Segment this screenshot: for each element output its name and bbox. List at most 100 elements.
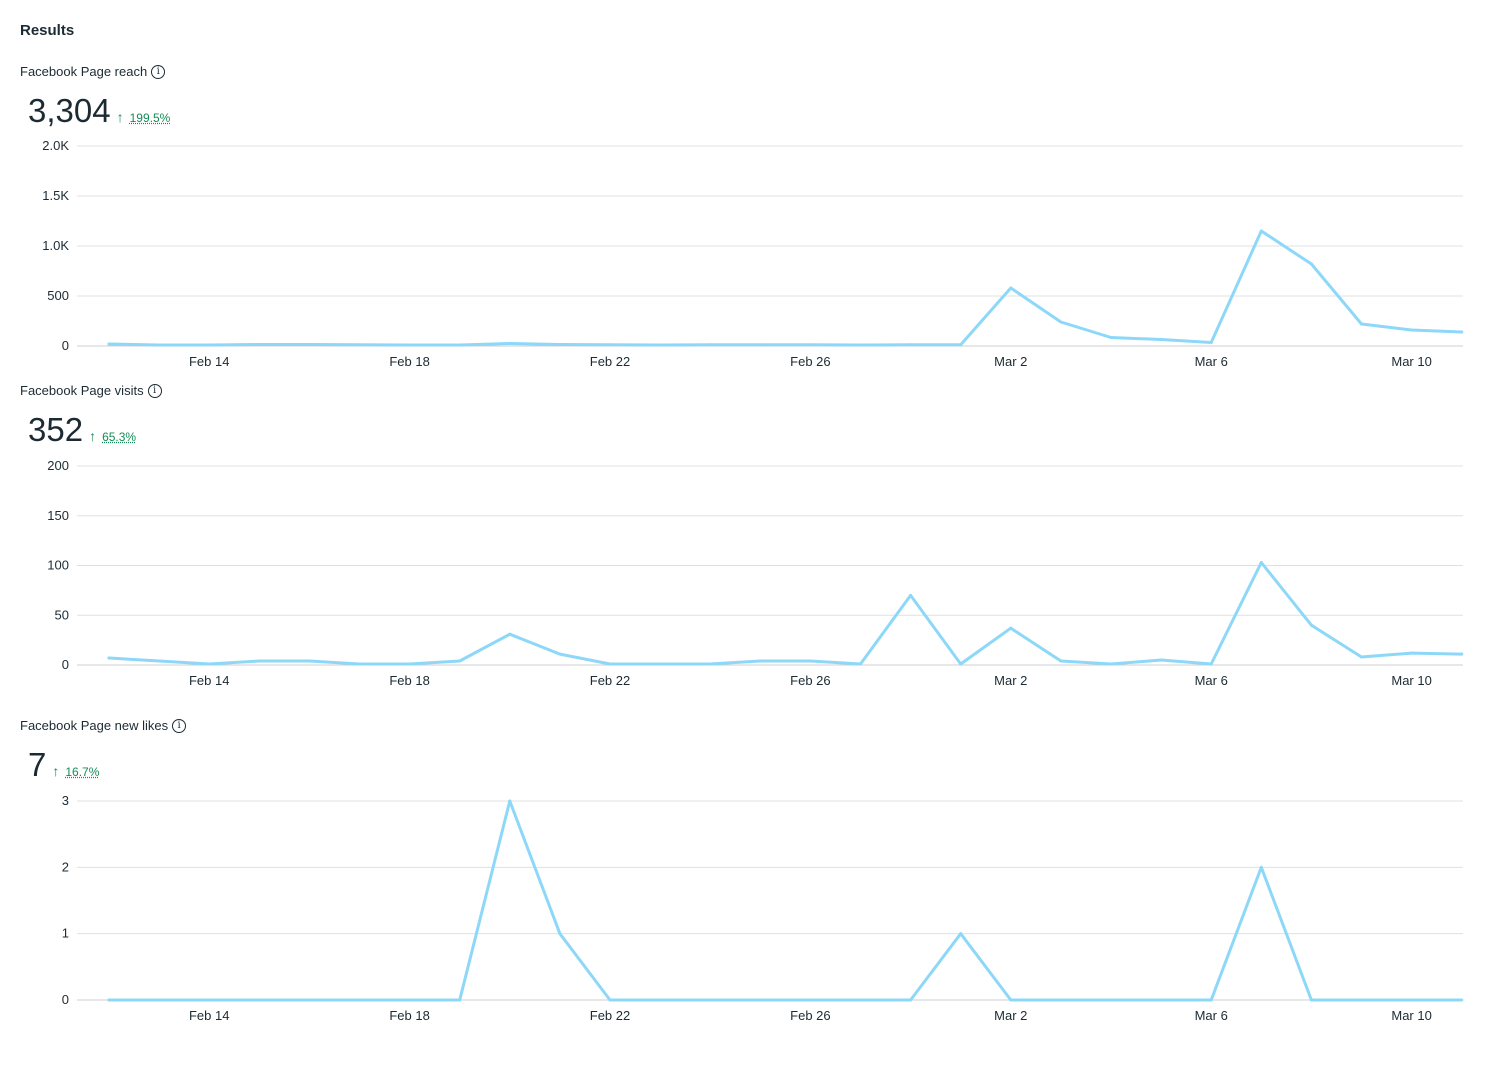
data-point bbox=[959, 662, 963, 666]
arrow-up-icon: ↑ bbox=[116, 109, 124, 125]
metric-label-visits: Facebook Page visits i bbox=[20, 383, 162, 398]
data-point bbox=[658, 343, 662, 347]
data-point bbox=[758, 998, 762, 1002]
data-point bbox=[909, 343, 913, 347]
x-tick-label: Mar 2 bbox=[994, 1008, 1027, 1023]
y-tick-label: 50 bbox=[55, 607, 69, 622]
data-point bbox=[859, 662, 862, 666]
data-point bbox=[1410, 328, 1414, 332]
data-point bbox=[1059, 659, 1063, 663]
data-point bbox=[508, 799, 512, 803]
data-point bbox=[358, 998, 361, 1002]
data-point bbox=[1159, 338, 1163, 341]
data-point bbox=[157, 998, 161, 1002]
info-icon[interactable]: i bbox=[172, 718, 187, 733]
y-tick-label: 1.5K bbox=[42, 188, 69, 203]
info-icon[interactable]: i bbox=[147, 383, 162, 398]
x-tick-label: Feb 26 bbox=[790, 354, 830, 369]
data-point bbox=[658, 998, 662, 1002]
y-tick-label: 0 bbox=[62, 657, 69, 672]
data-point bbox=[1309, 998, 1313, 1002]
data-point bbox=[808, 343, 812, 347]
info-icon[interactable]: i bbox=[151, 64, 166, 79]
x-tick-label: Feb 26 bbox=[790, 1008, 830, 1023]
data-point bbox=[1009, 286, 1013, 290]
metric-number: 352 bbox=[28, 411, 84, 448]
data-point bbox=[909, 593, 913, 597]
change-percent[interactable]: 65.3% bbox=[102, 430, 137, 444]
data-point bbox=[608, 343, 612, 347]
data-point bbox=[608, 662, 612, 666]
data-point bbox=[1109, 336, 1113, 339]
data-point bbox=[1410, 651, 1414, 655]
change-indicator: ↑ 16.7% bbox=[52, 763, 99, 779]
data-point bbox=[1460, 652, 1464, 656]
y-tick-label: 0 bbox=[62, 992, 69, 1007]
data-point bbox=[1259, 561, 1263, 565]
data-point bbox=[1159, 658, 1163, 662]
arrow-up-icon: ↑ bbox=[89, 428, 97, 444]
change-indicator: ↑ 199.5% bbox=[117, 109, 171, 125]
y-tick-label: 2 bbox=[62, 859, 69, 874]
data-point bbox=[1309, 623, 1313, 627]
data-point bbox=[1360, 322, 1363, 326]
metric-value-visits: 352 ↑ 65.3% bbox=[28, 411, 136, 449]
data-point bbox=[207, 343, 211, 347]
data-point bbox=[708, 998, 712, 1002]
data-point bbox=[207, 998, 211, 1002]
data-point bbox=[408, 998, 412, 1002]
x-tick-label: Feb 22 bbox=[590, 673, 630, 688]
data-point bbox=[558, 932, 562, 936]
change-percent[interactable]: 16.7% bbox=[65, 765, 100, 779]
data-point bbox=[1209, 341, 1213, 344]
metric-label-text: Facebook Page new likes bbox=[20, 718, 169, 733]
data-point bbox=[107, 998, 111, 1002]
data-point bbox=[808, 998, 812, 1002]
data-point bbox=[307, 998, 311, 1002]
data-point bbox=[808, 659, 812, 663]
data-point bbox=[408, 343, 412, 347]
data-point bbox=[1109, 662, 1113, 666]
data-point bbox=[207, 662, 211, 666]
data-point bbox=[1410, 998, 1414, 1002]
arrow-up-icon: ↑ bbox=[52, 763, 60, 779]
y-tick-label: 500 bbox=[47, 288, 69, 303]
y-tick-label: 150 bbox=[47, 508, 69, 523]
metric-number: 3,304 bbox=[28, 92, 111, 129]
y-tick-label: 200 bbox=[47, 458, 69, 473]
data-point bbox=[408, 662, 412, 666]
data-point bbox=[909, 998, 913, 1002]
metric-number: 7 bbox=[28, 746, 47, 783]
data-point bbox=[859, 998, 862, 1002]
x-tick-label: Mar 6 bbox=[1195, 354, 1228, 369]
data-point bbox=[608, 998, 612, 1002]
data-point bbox=[358, 662, 361, 666]
x-tick-label: Mar 6 bbox=[1195, 673, 1228, 688]
series-line bbox=[107, 561, 1464, 666]
data-point bbox=[1309, 262, 1313, 266]
x-tick-label: Mar 6 bbox=[1195, 1008, 1228, 1023]
x-tick-label: Feb 22 bbox=[590, 1008, 630, 1023]
data-point bbox=[1209, 662, 1213, 666]
data-point bbox=[1009, 626, 1013, 630]
change-indicator: ↑ 65.3% bbox=[89, 428, 136, 444]
new-likes-line-chart: 0 1 2 3 Feb 14 Feb 18 Feb 22 Feb 26 Mar 2 Mar 6 Ma… bbox=[62, 793, 1464, 1023]
x-tick-label: Mar 10 bbox=[1391, 354, 1431, 369]
data-point bbox=[959, 343, 963, 347]
y-tick-label: 1.0K bbox=[42, 238, 69, 253]
x-tick-label: Mar 10 bbox=[1391, 673, 1431, 688]
x-tick-label: Mar 2 bbox=[994, 354, 1027, 369]
data-point bbox=[1360, 655, 1363, 659]
x-tick-label: Feb 14 bbox=[189, 1008, 229, 1023]
metric-value-reach: 3,304 ↑ 199.5% bbox=[28, 92, 170, 130]
data-point bbox=[1460, 998, 1464, 1002]
metric-label-new-likes: Facebook Page new likes i bbox=[20, 718, 187, 733]
data-point bbox=[1009, 998, 1013, 1002]
data-point bbox=[257, 998, 261, 1002]
data-point bbox=[1460, 330, 1464, 334]
data-point bbox=[758, 659, 762, 663]
data-point bbox=[708, 662, 712, 666]
metric-label-text: Facebook Page visits bbox=[20, 383, 144, 398]
change-percent[interactable]: 199.5% bbox=[129, 111, 171, 125]
metric-label-reach: Facebook Page reach i bbox=[20, 64, 166, 79]
